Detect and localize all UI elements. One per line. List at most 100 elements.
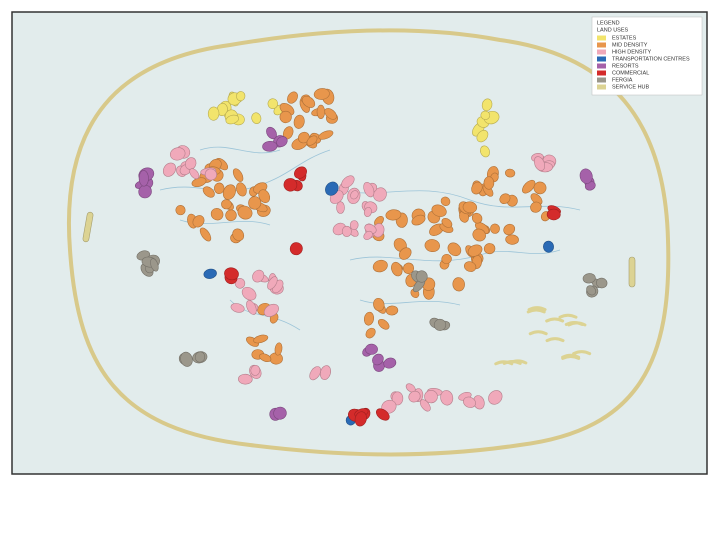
land-parcel (207, 106, 220, 121)
land-parcel (267, 276, 278, 290)
land-parcel (354, 411, 367, 427)
land-parcel (440, 196, 451, 206)
legend-swatch (597, 56, 606, 62)
land-parcel (363, 206, 372, 218)
land-parcel (175, 205, 186, 216)
land-parcel (341, 225, 352, 237)
land-parcel (251, 112, 262, 124)
land-parcel (241, 286, 257, 301)
land-parcel (543, 240, 554, 253)
land-parcel (546, 208, 561, 221)
land-parcel (293, 114, 305, 129)
land-parcel (363, 181, 375, 198)
land-parcel (463, 261, 477, 272)
legend-label: HIGH DENSITY (612, 49, 651, 55)
service-hub-fragment (558, 313, 578, 319)
service-hub-fragment (528, 330, 548, 336)
legend-label: FERGIA (612, 77, 633, 83)
land-parcel (483, 176, 495, 190)
land-parcel (480, 145, 490, 158)
service-hub-fragment (545, 317, 565, 323)
land-parcel (273, 406, 287, 420)
land-parcel (189, 168, 200, 180)
land-parcel (372, 259, 388, 273)
land-parcel (476, 129, 489, 143)
land-parcel (462, 201, 478, 214)
legend-subtitle: LAND USES (597, 27, 629, 33)
service-hub-bar (628, 256, 636, 288)
land-parcel (533, 156, 546, 171)
land-parcel (424, 389, 438, 404)
legend-label: ESTATES (612, 35, 637, 41)
land-parcel (266, 126, 277, 140)
land-parcel (221, 199, 232, 210)
land-parcel (441, 218, 453, 228)
service-hub-fragment (572, 350, 592, 356)
land-parcel (472, 228, 486, 242)
legend-label: TRANSPORTATION CENTRES (612, 56, 690, 62)
legend-title: LEGEND (597, 20, 620, 26)
land-parcel (262, 140, 278, 152)
land-parcel (530, 193, 543, 205)
land-parcel (471, 212, 483, 224)
land-parcel (447, 242, 462, 257)
land-parcel (185, 157, 197, 170)
land-parcel (150, 258, 159, 272)
land-parcel (463, 396, 476, 408)
land-parcel (203, 268, 217, 279)
land-parcel (480, 110, 491, 120)
land-parcel (483, 243, 496, 255)
service-hub-fragment (526, 308, 546, 314)
service-hub-fragment (567, 321, 587, 327)
land-parcel (259, 353, 272, 362)
parcels (82, 88, 636, 427)
land-parcel (376, 408, 390, 421)
land-parcel (238, 373, 253, 385)
land-parcel (533, 181, 547, 195)
map-frame (11, 11, 708, 475)
land-parcel (586, 285, 596, 296)
land-parcel (391, 391, 404, 406)
land-parcel (490, 223, 500, 234)
legend-box (591, 16, 703, 96)
land-parcel (402, 262, 415, 274)
land-parcel (411, 214, 426, 226)
land-parcel (289, 242, 303, 256)
land-parcel (499, 193, 511, 205)
land-parcel (138, 170, 149, 187)
land-parcel (431, 204, 447, 217)
legend-label: RESORTS (612, 63, 639, 69)
land-parcel (363, 230, 373, 240)
land-parcel (180, 351, 193, 367)
land-parcel (391, 261, 403, 277)
land-parcel (213, 182, 225, 194)
land-parcel (373, 297, 385, 312)
land-parcel (199, 227, 212, 242)
land-parcel (385, 209, 402, 221)
land-parcel (365, 327, 376, 339)
land-parcel (169, 147, 186, 161)
land-parcel (452, 277, 465, 292)
land-parcel (236, 91, 246, 102)
land-parcel (194, 351, 206, 363)
land-parcel (377, 318, 390, 330)
land-parcel (530, 201, 542, 213)
land-parcel (309, 366, 322, 381)
land-parcel (318, 130, 334, 140)
land-parcel (336, 201, 345, 214)
legend-swatch (597, 49, 606, 55)
land-parcel (350, 190, 359, 200)
land-parcel (234, 278, 246, 289)
land-parcel (467, 244, 483, 257)
land-parcel (363, 311, 375, 326)
island-ring (66, 28, 671, 457)
land-parcel (408, 390, 421, 403)
land-parcel (202, 186, 215, 198)
land-parcel (274, 342, 283, 356)
land-parcel (488, 390, 503, 405)
service-hub-bar (82, 211, 94, 243)
land-parcel (250, 365, 261, 376)
land-parcel (267, 98, 279, 109)
